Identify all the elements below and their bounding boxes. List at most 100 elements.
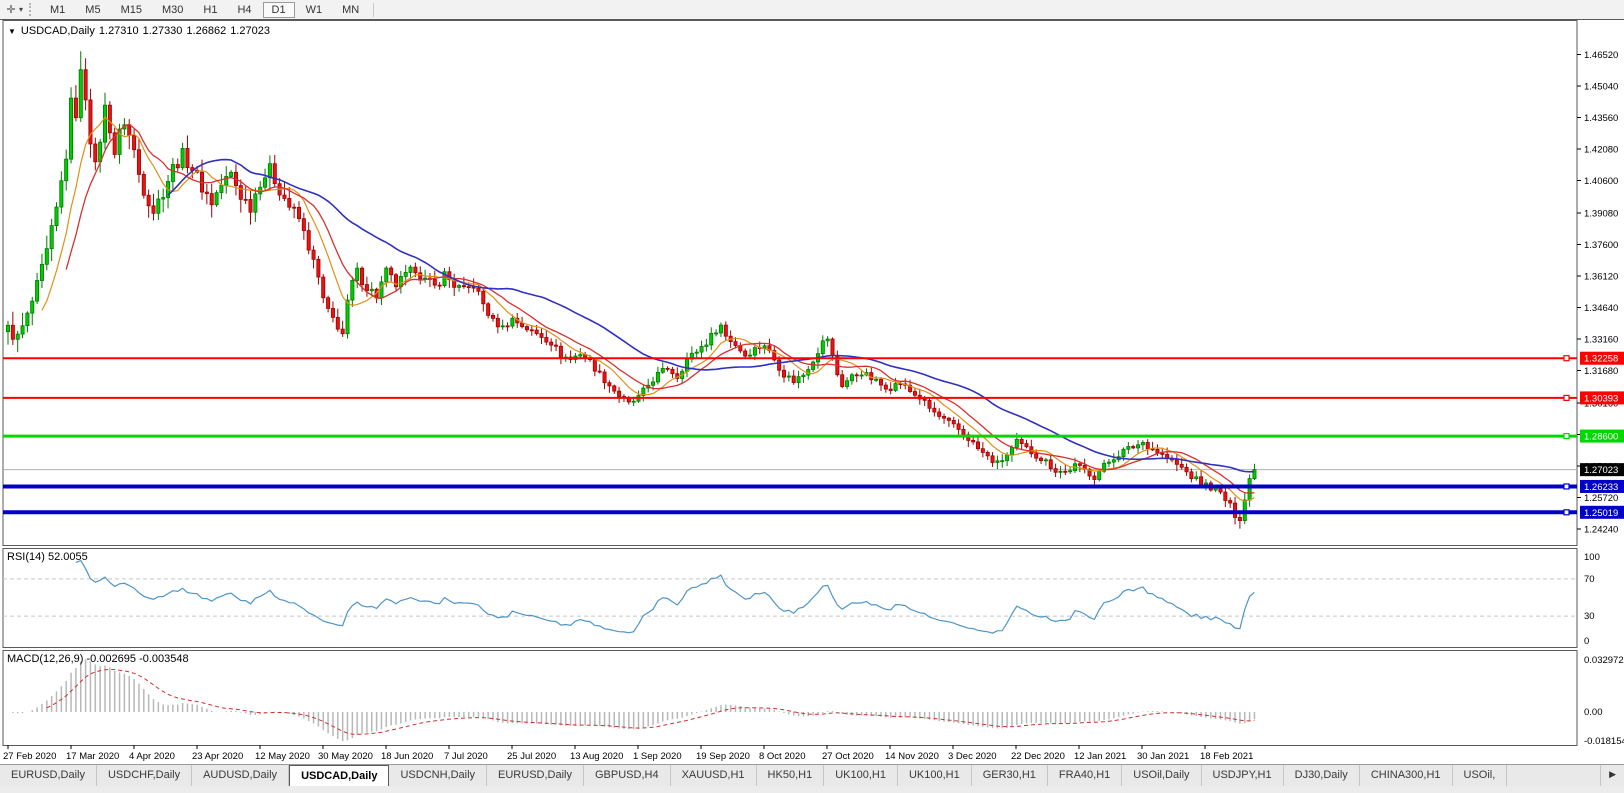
chart-tab-usdjpy-h1[interactable]: USDJPY,H1 [1202,765,1284,787]
chart-tab-china300-h1[interactable]: CHINA300,H1 [1360,765,1453,787]
panel-borders [0,19,1624,746]
price-badges: 1.32258 1.30393 1.28600 1.26233 1.25019 1.270… [1580,351,1624,519]
svg-text:1 Sep 2020: 1 Sep 2020 [633,751,682,762]
svg-text:3 Dec 2020: 3 Dec 2020 [948,751,997,762]
svg-text:18 Feb 2021: 18 Feb 2021 [1200,751,1253,762]
rsi-panel: 100 70 30 0 [3,552,1600,647]
chart-tab-dj30-daily[interactable]: DJ30,Daily [1284,765,1360,787]
chart-tab-fra40-h1[interactable]: FRA40,H1 [1048,765,1123,787]
svg-text:1.31680: 1.31680 [1584,366,1618,377]
svg-text:-0.018154: -0.018154 [1584,736,1624,747]
svg-text:4 Apr 2020: 4 Apr 2020 [129,751,175,762]
chevron-down-icon[interactable]: ▾ [19,5,24,14]
chart-tab-usoil-[interactable]: USOil, [1453,765,1508,787]
chart-tab-xauusd-h1[interactable]: XAUUSD,H1 [671,765,757,787]
svg-text:13 Aug 2020: 13 Aug 2020 [570,751,623,762]
ma-mid-line [65,123,1255,494]
timeframe-button-h1[interactable]: H1 [203,3,218,16]
svg-text:17 Mar 2020: 17 Mar 2020 [66,751,119,762]
chart-tab-ger30-h1[interactable]: GER30,H1 [972,765,1048,787]
svg-text:30 Jan 2021: 30 Jan 2021 [1137,751,1189,762]
svg-text:1.42080: 1.42080 [1584,145,1618,156]
ma-fast-line [41,116,1255,503]
symbol-name: USDCAD,Daily [20,25,95,37]
svg-text:23 Apr 2020: 23 Apr 2020 [192,751,243,762]
svg-text:30 May 2020: 30 May 2020 [318,751,373,762]
svg-text:1.28600: 1.28600 [1584,432,1618,443]
svg-text:70: 70 [1584,574,1595,585]
ohlc-high: 1.27330 [142,25,183,37]
svg-text:1.32258: 1.32258 [1584,354,1618,365]
symbol-tabbar: EURUSD,Daily USDCHF,Daily AUDUSD,Daily USDC… [0,764,1624,787]
svg-text:1.36120: 1.36120 [1584,272,1618,283]
timeframe-button-w1[interactable]: W1 [305,3,323,16]
symbol-dropdown-icon[interactable]: ▼ [8,27,16,36]
svg-text:18 Jun 2020: 18 Jun 2020 [381,751,433,762]
crosshair-tool-icon[interactable]: ✛ [6,4,16,16]
svg-text:22 Dec 2020: 22 Dec 2020 [1011,751,1065,762]
chart-tab-usdcad-daily[interactable]: USDCAD,Daily [289,765,390,787]
macd-panel: 0.032972 0.00 -0.018154 [12,655,1624,747]
svg-text:27 Oct 2020: 27 Oct 2020 [822,751,874,762]
svg-text:25 Jul 2020: 25 Jul 2020 [507,751,556,762]
svg-text:100: 100 [1584,552,1600,563]
svg-text:0.032972: 0.032972 [1584,655,1624,666]
svg-text:7 Jul 2020: 7 Jul 2020 [444,751,488,762]
svg-text:1.45040: 1.45040 [1584,82,1618,93]
timeframe-button-h4[interactable]: H4 [237,3,252,16]
svg-text:0: 0 [1584,636,1589,647]
svg-text:1.27023: 1.27023 [1584,465,1618,476]
ohlc-open: 1.27310 [98,25,139,37]
rsi-line [75,559,1255,634]
ohlc-close: 1.27023 [230,25,270,37]
svg-text:27 Feb 2020: 27 Feb 2020 [3,751,56,762]
macd-signal-line [46,668,1255,735]
svg-text:1.39080: 1.39080 [1584,209,1618,220]
svg-text:1.40600: 1.40600 [1584,176,1618,187]
timeframe-button-m5[interactable]: M5 [85,3,101,16]
chart-tab-uk100-h1[interactable]: UK100,H1 [824,765,898,787]
svg-text:0.00: 0.00 [1584,707,1603,718]
price-axis[interactable]: 1.46520 1.45040 1.43560 1.42080 1.40600 1.390… [1577,50,1618,535]
svg-text:19 Sep 2020: 19 Sep 2020 [696,751,750,762]
svg-text:1.43560: 1.43560 [1584,113,1618,124]
timeframe-button-d1[interactable]: D1 [262,1,295,18]
svg-text:12 Jan 2021: 12 Jan 2021 [1074,751,1126,762]
chart-tab-audusd-daily[interactable]: AUDUSD,Daily [192,765,290,787]
macd-label: MACD(12,26,9) -0.002695 -0.003548 [7,653,189,665]
timeframe-button-m15[interactable]: M15 [120,3,142,16]
chart-tab-usdchf-daily[interactable]: USDCHF,Daily [97,765,193,787]
chart-tab-uk100-h1[interactable]: UK100,H1 [898,765,972,787]
svg-text:1.34640: 1.34640 [1584,303,1618,314]
ohlc-low: 1.26862 [186,25,227,37]
chart-title: ▼ USDCAD,Daily 1.27310 1.27330 1.26862 1.2702… [8,25,274,37]
chart-tab-hk50-h1[interactable]: HK50,H1 [757,765,825,787]
chart-tab-gbpusd-h4[interactable]: GBPUSD,H4 [584,765,671,787]
horizontal-level-lines[interactable] [3,355,1577,516]
candlesticks [6,51,1257,529]
svg-text:30: 30 [1584,611,1595,622]
chart-tab-usdcnh-daily[interactable]: USDCNH,Daily [389,765,488,787]
toolbar-grip[interactable] [29,3,36,16]
timeframe-toolbar: ✛ ▾ M1 M5 M15 M30 H1 H4 D1 W1 MN [0,0,1624,20]
chart-tab-eurusd-daily[interactable]: EURUSD,Daily [0,765,97,787]
svg-text:1.46520: 1.46520 [1584,50,1618,61]
svg-text:1.25019: 1.25019 [1584,508,1618,519]
svg-text:8 Oct 2020: 8 Oct 2020 [759,751,805,762]
date-axis[interactable]: 27 Feb 2020 17 Mar 2020 4 Apr 2020 23 Apr 2… [3,745,1253,762]
timeframe-button-m30[interactable]: M30 [161,3,184,16]
ma-slow-line [167,158,1255,473]
chart-canvas[interactable]: 1.46520 1.45040 1.43560 1.42080 1.40600 1.390… [0,19,1624,764]
status-strip [0,786,1624,793]
svg-text:12 May 2020: 12 May 2020 [255,751,310,762]
chart-tab-eurusd-daily[interactable]: EURUSD,Daily [487,765,584,787]
toolbar-separator [373,2,375,17]
svg-text:1.24240: 1.24240 [1584,524,1618,535]
tab-scroll-right-icon[interactable]: ▶ [1600,765,1624,787]
svg-text:14 Nov 2020: 14 Nov 2020 [885,751,939,762]
chart-tab-usoil-daily[interactable]: USOil,Daily [1122,765,1202,787]
svg-text:1.37600: 1.37600 [1584,240,1618,251]
timeframe-button-m1[interactable]: M1 [50,3,66,16]
timeframe-button-mn[interactable]: MN [342,3,360,16]
